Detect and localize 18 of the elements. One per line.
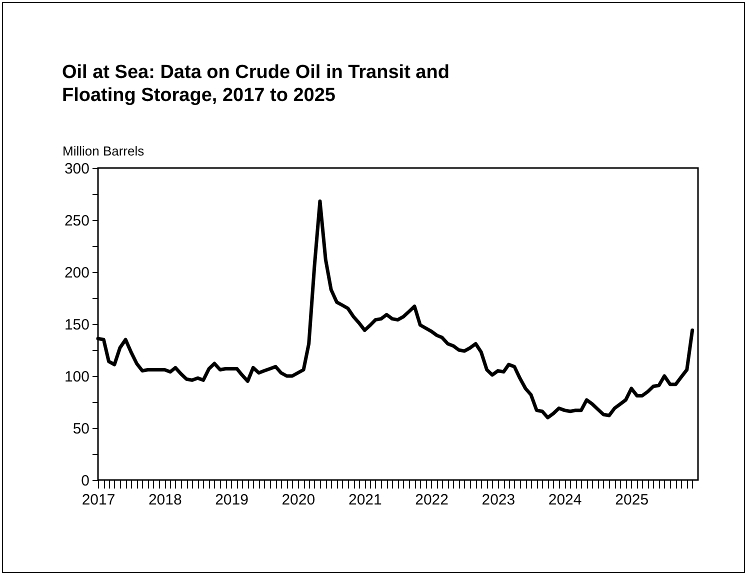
y-axis-title: Million Barrels xyxy=(62,144,145,158)
y-tick-label: 250 xyxy=(64,212,90,230)
x-tick-label: 2025 xyxy=(615,492,649,508)
chart-title: Oil at Sea: Data on Crude Oil in Transit and Floating Storage, 2017 to 2025 xyxy=(62,62,450,106)
y-tick-label: 50 xyxy=(72,420,90,438)
y-tick-label: 150 xyxy=(64,316,90,334)
x-tick-label: 2024 xyxy=(548,492,582,508)
y-tick-label: 200 xyxy=(64,264,90,282)
y-tick-label: 300 xyxy=(64,160,90,178)
y-tick-label: 100 xyxy=(64,368,90,386)
x-tick-label: 2017 xyxy=(82,492,116,508)
x-tick-label: 2022 xyxy=(415,492,448,508)
x-tick-label: 2018 xyxy=(148,492,182,508)
x-tick-label: 2019 xyxy=(215,492,248,508)
x-tick-label: 2023 xyxy=(482,492,516,508)
x-tick-label: 2020 xyxy=(282,492,316,508)
y-tick-label: 0 xyxy=(81,472,90,490)
x-tick-label: 2021 xyxy=(348,492,382,508)
